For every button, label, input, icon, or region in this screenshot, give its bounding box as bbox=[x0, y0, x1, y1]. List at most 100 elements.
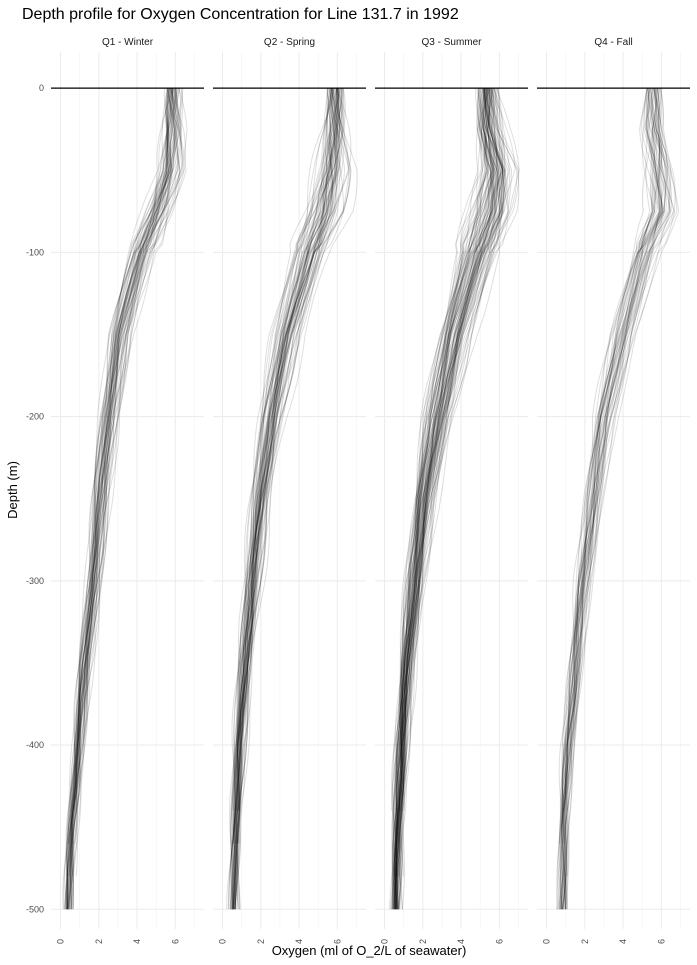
profile-line bbox=[70, 88, 184, 910]
profile-line bbox=[236, 87, 352, 844]
profile-line bbox=[561, 87, 662, 910]
profile-line bbox=[233, 87, 343, 910]
profile-line bbox=[229, 88, 341, 910]
y-tick-label: -500 bbox=[26, 904, 44, 914]
profile-line bbox=[562, 88, 663, 910]
y-axis-title: Depth (m) bbox=[5, 461, 20, 519]
profile-line bbox=[393, 88, 497, 910]
profile-line bbox=[395, 88, 509, 910]
profile-line bbox=[395, 87, 506, 811]
profile-line bbox=[394, 88, 491, 877]
profile-line bbox=[564, 87, 668, 844]
profile-line bbox=[232, 88, 338, 910]
profile-line bbox=[232, 88, 339, 910]
profile-line bbox=[65, 88, 180, 910]
profile-line bbox=[66, 88, 170, 910]
profile-line bbox=[395, 88, 506, 910]
profile-line bbox=[395, 88, 494, 910]
profile-line bbox=[63, 88, 174, 910]
profile-line bbox=[391, 88, 488, 910]
x-tick-label: 2 bbox=[94, 939, 104, 944]
profile-line bbox=[394, 88, 498, 910]
y-tick-label: 0 bbox=[39, 83, 44, 93]
profile-line bbox=[237, 88, 340, 844]
profile-line bbox=[231, 88, 338, 910]
profile-line bbox=[64, 87, 178, 910]
profile-line bbox=[394, 88, 493, 910]
profile-line bbox=[394, 88, 495, 910]
profile-line bbox=[232, 87, 334, 844]
profile-line bbox=[397, 87, 504, 910]
profile-line bbox=[66, 88, 174, 910]
profile-line bbox=[395, 88, 498, 910]
facet-panel: Q2 - Spring 0 2 4 6 bbox=[213, 37, 366, 944]
profile-line bbox=[230, 88, 330, 844]
x-tick-label: 4 bbox=[132, 939, 142, 944]
profile-line bbox=[562, 88, 665, 844]
profile-line bbox=[564, 88, 672, 910]
profile-line bbox=[229, 88, 337, 910]
profile-line bbox=[392, 88, 488, 910]
profile-line bbox=[558, 88, 663, 910]
profile-line bbox=[560, 88, 656, 910]
profile-line bbox=[396, 88, 502, 910]
profile-line bbox=[394, 88, 498, 910]
profile-line bbox=[558, 88, 663, 910]
profile-line bbox=[559, 88, 661, 910]
profile-line bbox=[398, 87, 494, 811]
profile-line bbox=[392, 88, 489, 910]
profile-line bbox=[231, 88, 342, 910]
profile-line bbox=[72, 88, 185, 910]
profile-line bbox=[235, 88, 352, 844]
profile-line bbox=[560, 87, 675, 910]
profile-line bbox=[394, 88, 501, 910]
profile-line bbox=[67, 88, 182, 910]
profile-line bbox=[392, 88, 496, 910]
profile-line bbox=[66, 88, 170, 910]
profile-line bbox=[233, 88, 338, 910]
profile-line bbox=[393, 88, 501, 910]
profile-line bbox=[68, 88, 176, 910]
x-tick-label: 0 bbox=[218, 939, 228, 944]
profile-line bbox=[395, 88, 509, 910]
profile-line bbox=[65, 88, 178, 910]
profile-line bbox=[392, 88, 488, 910]
profile-line bbox=[232, 88, 340, 910]
profile-line bbox=[67, 88, 184, 910]
profile-line bbox=[561, 88, 670, 910]
profile-line bbox=[71, 88, 183, 910]
profile-line bbox=[392, 88, 492, 910]
profile-line bbox=[66, 88, 178, 910]
profile-line bbox=[236, 88, 341, 844]
profile-line bbox=[69, 87, 182, 910]
profile-line bbox=[560, 88, 666, 910]
profile-line bbox=[564, 88, 671, 910]
x-tick-label: 0 bbox=[542, 939, 552, 944]
facet-strip-label: Q2 - Spring bbox=[264, 37, 315, 48]
x-tick-label: 6 bbox=[494, 939, 504, 944]
profile-line bbox=[560, 88, 667, 910]
profile-line bbox=[65, 88, 177, 910]
x-tick-label: 2 bbox=[418, 939, 428, 944]
profile-line bbox=[66, 88, 172, 910]
x-tick-label: 6 bbox=[170, 939, 180, 944]
profile-line bbox=[75, 87, 188, 877]
profile-line bbox=[559, 88, 660, 910]
profile-line bbox=[398, 88, 513, 910]
profile-line bbox=[233, 87, 344, 910]
profile-line bbox=[66, 88, 178, 910]
profile-line bbox=[67, 88, 177, 910]
profile-line bbox=[396, 88, 518, 910]
profile-line bbox=[67, 88, 176, 910]
profile-line bbox=[393, 88, 506, 910]
profile-line bbox=[65, 87, 177, 910]
x-tick-label: 6 bbox=[656, 939, 666, 944]
profile-line bbox=[229, 88, 339, 910]
x-tick-label: 0 bbox=[56, 939, 66, 944]
profile-line bbox=[68, 88, 173, 844]
facet-panel: Q3 - Summer 0 2 4 6 bbox=[375, 37, 528, 944]
x-axis-title: Oxygen (ml of O_2/L of seawater) bbox=[272, 943, 467, 958]
profile-line bbox=[391, 88, 486, 910]
profile-line bbox=[66, 88, 168, 910]
